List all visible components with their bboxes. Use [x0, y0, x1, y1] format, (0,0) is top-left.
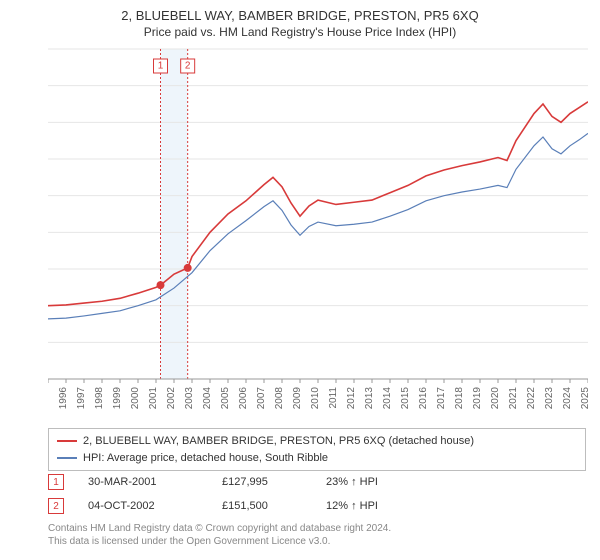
chart-container: 2, BLUEBELL WAY, BAMBER BRIDGE, PRESTON,…	[0, 0, 600, 560]
x-tick-label: 2014	[382, 387, 393, 410]
x-tick-label: 2013	[364, 387, 375, 410]
x-tick-label: 2021	[508, 387, 519, 410]
x-tick-label: 1998	[94, 387, 105, 410]
sale-date: 04-OCT-2002	[88, 500, 198, 512]
sale-delta: 12% ↑ HPI	[326, 500, 378, 512]
x-tick-label: 2018	[454, 387, 465, 410]
footer-licence: Contains HM Land Registry data © Crown c…	[48, 522, 588, 548]
sale-price: £151,500	[222, 500, 302, 512]
x-tick-label: 2022	[526, 387, 537, 410]
sale-row: 2 04-OCT-2002 £151,500 12% ↑ HPI	[48, 494, 588, 518]
x-tick-label: 2002	[166, 387, 177, 410]
footer-line1: Contains HM Land Registry data © Crown c…	[48, 522, 588, 535]
chart-title: 2, BLUEBELL WAY, BAMBER BRIDGE, PRESTON,…	[0, 0, 600, 23]
x-tick-label: 2015	[400, 387, 411, 410]
x-tick-label: 2023	[544, 387, 555, 410]
x-tick-label: 2005	[220, 387, 231, 410]
chart-svg: £0£50K£100K£150K£200K£250K£300K£350K£400…	[48, 45, 588, 415]
sale-marker-num: 2	[185, 61, 191, 72]
sale-marker: 1	[48, 474, 64, 490]
legend-swatch	[57, 457, 77, 459]
x-tick-label: 2000	[130, 387, 141, 410]
sale-date: 30-MAR-2001	[88, 476, 198, 488]
chart-area: £0£50K£100K£150K£200K£250K£300K£350K£400…	[48, 45, 588, 395]
legend-item: HPI: Average price, detached house, Sout…	[57, 450, 577, 467]
x-tick-label: 2017	[436, 387, 447, 410]
x-tick-label: 2020	[490, 387, 501, 410]
legend-label: 2, BLUEBELL WAY, BAMBER BRIDGE, PRESTON,…	[83, 433, 474, 450]
x-tick-label: 2006	[238, 387, 249, 410]
series-price_paid	[48, 102, 588, 306]
x-tick-label: 2024	[562, 387, 573, 410]
x-tick-label: 2004	[202, 387, 213, 410]
chart-subtitle: Price paid vs. HM Land Registry's House …	[0, 23, 600, 45]
sale-point	[157, 281, 165, 289]
sale-point	[184, 264, 192, 272]
sale-row: 1 30-MAR-2001 £127,995 23% ↑ HPI	[48, 470, 588, 494]
x-tick-label: 2012	[346, 387, 357, 410]
x-tick-label: 2025	[580, 387, 588, 410]
x-tick-label: 2010	[310, 387, 321, 410]
x-tick-label: 2001	[148, 387, 159, 410]
legend: 2, BLUEBELL WAY, BAMBER BRIDGE, PRESTON,…	[48, 428, 586, 471]
highlight-band	[161, 49, 188, 379]
sale-marker: 2	[48, 498, 64, 514]
x-tick-label: 2009	[292, 387, 303, 410]
x-tick-label: 2007	[256, 387, 267, 410]
x-tick-label: 1996	[58, 387, 69, 410]
x-tick-label: 1997	[76, 387, 87, 410]
x-tick-label: 2008	[274, 387, 285, 410]
x-tick-label: 2019	[472, 387, 483, 410]
x-tick-label: 1995	[48, 387, 51, 410]
sale-marker-num: 1	[158, 61, 164, 72]
sale-price: £127,995	[222, 476, 302, 488]
x-tick-label: 2016	[418, 387, 429, 410]
legend-swatch	[57, 440, 77, 442]
legend-label: HPI: Average price, detached house, Sout…	[83, 450, 328, 467]
sale-delta: 23% ↑ HPI	[326, 476, 378, 488]
legend-item: 2, BLUEBELL WAY, BAMBER BRIDGE, PRESTON,…	[57, 433, 577, 450]
footer-line2: This data is licensed under the Open Gov…	[48, 535, 588, 548]
sales-table: 1 30-MAR-2001 £127,995 23% ↑ HPI 2 04-OCT-200…	[48, 470, 588, 518]
x-tick-label: 2003	[184, 387, 195, 410]
x-tick-label: 1999	[112, 387, 123, 410]
x-tick-label: 2011	[328, 387, 339, 409]
